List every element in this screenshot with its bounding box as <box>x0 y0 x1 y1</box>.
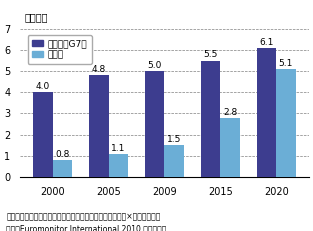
Text: 1.5: 1.5 <box>167 135 182 144</box>
Text: 4.8: 4.8 <box>92 65 106 74</box>
Text: 1.1: 1.1 <box>111 144 126 153</box>
Text: 6.1: 6.1 <box>259 38 274 47</box>
Bar <box>220 118 240 177</box>
Bar <box>201 61 220 177</box>
Text: 5.1: 5.1 <box>279 59 293 68</box>
Bar <box>276 69 296 177</box>
Bar <box>89 75 109 177</box>
Bar <box>165 145 184 177</box>
Bar <box>109 154 128 177</box>
Bar <box>33 92 53 177</box>
Text: 資料：Euromonitor International 2010 から作成。: 資料：Euromonitor International 2010 から作成。 <box>6 224 167 231</box>
Text: 5.0: 5.0 <box>147 61 162 70</box>
Legend: 先進国（G7）, 新興国: 先進国（G7）, 新興国 <box>28 35 91 64</box>
Bar <box>145 71 165 177</box>
Bar <box>53 160 72 177</box>
Text: 4.0: 4.0 <box>36 82 50 91</box>
Text: 2.8: 2.8 <box>223 108 237 117</box>
Text: 0.8: 0.8 <box>55 150 70 159</box>
Bar <box>257 48 276 177</box>
Text: 備考：世帯可処分所得別の家計人口。各所得層の家計比率×人口で算出。: 備考：世帯可処分所得別の家計人口。各所得層の家計比率×人口で算出。 <box>6 213 161 222</box>
Text: 5.5: 5.5 <box>203 50 218 59</box>
Text: （億人）: （億人） <box>25 12 49 22</box>
